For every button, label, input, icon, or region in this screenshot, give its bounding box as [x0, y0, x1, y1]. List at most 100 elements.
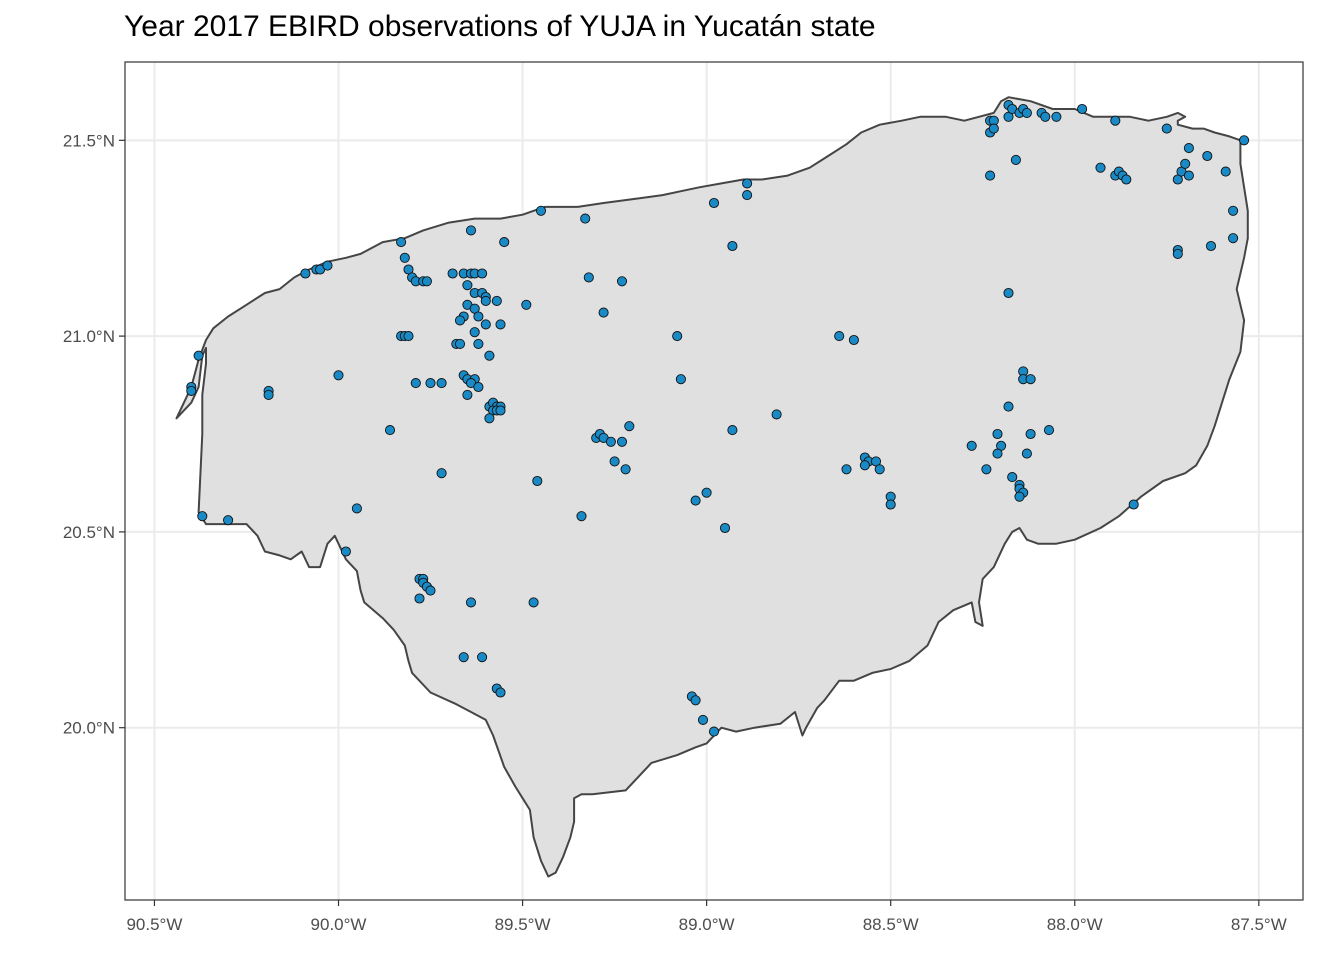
x-tick-label-1: 90.0°W	[311, 915, 367, 934]
observation-point-0	[193, 350, 204, 361]
observation-point-63	[462, 389, 473, 400]
observation-point-94	[609, 456, 620, 467]
observation-point-156	[1095, 162, 1106, 173]
observation-point-130	[1025, 428, 1036, 440]
observation-point-121	[966, 440, 977, 451]
observation-point-81	[477, 652, 488, 663]
observation-point-44	[480, 295, 491, 306]
observation-point-79	[465, 597, 477, 608]
observation-point-2	[186, 385, 197, 396]
observation-point-77	[576, 511, 587, 522]
observation-point-99	[701, 487, 712, 498]
x-tick-label-3: 89.0°W	[679, 915, 735, 934]
y-tick-label-0: 20.0°N	[63, 719, 115, 738]
x-tick-label-4: 88.5°W	[863, 915, 919, 934]
observation-point-153	[1051, 111, 1062, 122]
observation-point-76	[532, 475, 543, 487]
observation-point-73	[499, 237, 510, 248]
y-tick-label-3: 21.5°N	[63, 131, 115, 150]
observation-point-4	[223, 515, 234, 526]
observation-point-24	[403, 331, 414, 342]
observation-point-16	[399, 252, 410, 263]
x-tick-label-6: 87.5°W	[1231, 915, 1287, 934]
observation-point-92	[616, 436, 628, 447]
observation-point-52	[495, 319, 506, 330]
observation-point-26	[425, 378, 436, 389]
observation-point-111	[834, 331, 845, 342]
observation-point-11	[333, 370, 344, 381]
observation-point-100	[708, 197, 720, 209]
observation-point-104	[727, 425, 738, 436]
axes: 90.5°W 90.0°W 89.5°W 89.0°W 88.5°W 88.0°W 87.5…	[63, 131, 1287, 934]
observation-point-173	[1172, 248, 1183, 259]
observation-point-84	[580, 213, 591, 224]
observation-point-62	[473, 381, 484, 393]
observation-point-27	[436, 378, 447, 389]
observation-point-72	[465, 225, 477, 236]
observation-point-168	[1220, 166, 1231, 177]
observation-point-152	[1040, 111, 1051, 122]
observation-point-7	[300, 268, 311, 279]
observation-point-15	[396, 237, 407, 248]
observation-point-167	[1202, 150, 1213, 162]
x-tick-label-2: 89.5°W	[495, 915, 551, 934]
observation-point-123	[992, 428, 1003, 440]
observation-point-97	[675, 374, 686, 385]
observation-point-80	[458, 652, 469, 663]
observation-point-170	[1228, 233, 1239, 244]
observation-point-71	[484, 413, 495, 424]
map-title: Year 2017 EBIRD observations of YUJA in …	[124, 10, 876, 43]
observation-point-56	[473, 338, 484, 349]
observation-point-91	[605, 436, 616, 447]
observation-point-34	[414, 593, 425, 604]
observation-point-166	[1183, 170, 1194, 181]
observation-point-118	[841, 464, 852, 475]
observation-point-78	[528, 597, 539, 608]
observation-point-55	[454, 338, 466, 349]
observation-point-175	[1239, 135, 1250, 146]
observation-point-6	[263, 389, 274, 400]
observation-point-109	[697, 714, 709, 725]
observation-point-50	[473, 311, 484, 322]
panel-border	[124, 61, 1304, 901]
observation-point-126	[1003, 401, 1014, 412]
observation-point-70	[495, 405, 506, 416]
observation-point-45	[491, 295, 502, 306]
observation-point-10	[322, 260, 333, 271]
observation-point-53	[469, 327, 480, 338]
observation-point-117	[874, 464, 885, 475]
observation-point-112	[848, 334, 859, 346]
observation-point-103	[742, 190, 753, 201]
observation-point-98	[690, 495, 701, 506]
observation-point-160	[1121, 174, 1132, 185]
observation-point-131	[1043, 425, 1055, 436]
observation-point-164	[1180, 158, 1191, 169]
observation-point-35	[447, 268, 458, 279]
observation-point-115	[859, 460, 870, 471]
observation-point-57	[484, 350, 495, 361]
observation-point-129	[1025, 374, 1036, 385]
observation-point-171	[1205, 240, 1217, 252]
observation-point-165	[1183, 143, 1194, 154]
observation-point-174	[1128, 499, 1139, 510]
y-tick-label-1: 20.5°N	[63, 523, 115, 542]
observation-point-28	[436, 468, 447, 479]
observation-point-125	[992, 448, 1003, 459]
observation-point-93	[624, 421, 635, 432]
observation-point-74	[535, 205, 547, 216]
yucatan-state-outline	[175, 96, 1249, 878]
observation-point-105	[719, 522, 731, 534]
observation-point-101	[727, 240, 738, 252]
observation-point-140	[1010, 154, 1021, 165]
x-tick-label-0: 90.5°W	[126, 915, 182, 934]
observation-point-137	[1014, 491, 1025, 502]
observation-point-14	[384, 425, 396, 436]
observation-point-155	[1110, 115, 1121, 126]
observation-point-150	[1021, 107, 1032, 118]
observation-point-122	[981, 464, 992, 475]
observation-point-40	[462, 280, 473, 291]
observation-point-120	[885, 499, 896, 510]
observation-point-21	[421, 276, 432, 287]
observation-point-132	[1021, 448, 1032, 459]
